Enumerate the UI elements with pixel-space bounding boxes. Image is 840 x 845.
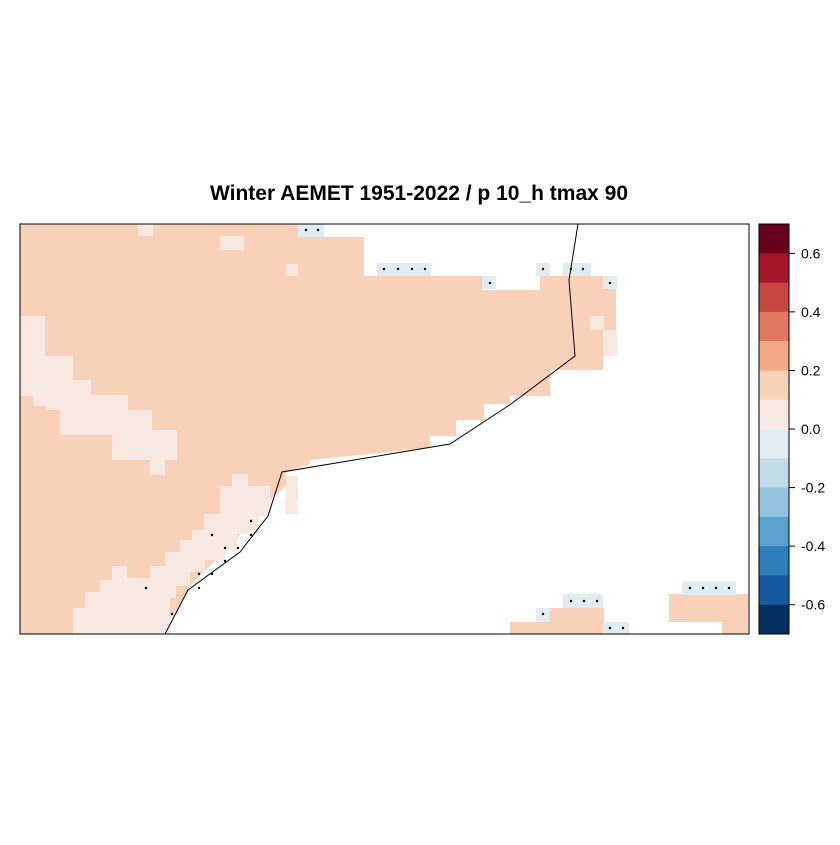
significance-dot <box>144 586 148 590</box>
colorbar-bin <box>759 253 789 284</box>
colorbar-bin <box>759 487 789 518</box>
significance-dot <box>488 281 492 285</box>
colorbar-bin <box>759 546 789 576</box>
island-land-region <box>510 608 604 634</box>
map-title: Winter AEMET 1951-2022 / p 10_h tmax 90 <box>209 182 629 205</box>
significance-dot <box>569 599 573 603</box>
significance-dot <box>582 599 586 603</box>
significance-dot <box>569 267 573 271</box>
significance-dot <box>701 586 705 590</box>
negative-anomaly-cells <box>298 224 736 634</box>
significance-dot <box>249 533 253 537</box>
significance-dot <box>541 267 545 271</box>
light-anomaly-cell <box>220 236 244 250</box>
light-anomaly-cell <box>286 476 298 500</box>
significance-dot <box>210 533 214 537</box>
significance-dot <box>197 586 201 590</box>
light-anomaly-cell <box>590 316 604 330</box>
significance-dot <box>249 519 253 523</box>
significance-dot <box>236 546 240 550</box>
significance-dot <box>304 228 308 232</box>
land-anomaly-cells <box>20 224 748 634</box>
colorbar-bin <box>759 311 789 342</box>
negative-anomaly-cell <box>603 622 629 634</box>
map-panel <box>20 224 749 634</box>
significance-dot <box>423 267 427 271</box>
negative-anomaly-cell <box>563 263 591 276</box>
colorbar-tick-label: 0.0 <box>801 421 821 437</box>
negative-anomaly-cell <box>377 263 431 276</box>
land-region <box>20 224 616 634</box>
colorbar-bin <box>759 370 789 401</box>
light-anomaly-cell <box>73 608 103 634</box>
colorbar-bin <box>759 282 789 313</box>
significance-dot <box>170 612 174 616</box>
colorbar-bin <box>759 604 789 635</box>
significance-dot <box>541 612 545 616</box>
light-anomaly-cell <box>220 486 270 516</box>
colorbar-ticks: 0.6 0.4 0.2 0.0 -0.2 -0.4 -0.6 <box>789 245 825 613</box>
colorbar-tick-label: -0.2 <box>801 480 825 496</box>
colorbar-tick-label: -0.4 <box>801 538 825 554</box>
significance-stipple <box>144 228 731 630</box>
negative-anomaly-cell <box>682 581 736 595</box>
colorbar-bin <box>759 458 789 489</box>
colorbar-bin <box>759 575 789 606</box>
colorbar-tick-label: 0.6 <box>801 245 821 261</box>
significance-dot <box>223 559 227 563</box>
significance-dot <box>727 586 731 590</box>
significance-dot <box>608 626 612 630</box>
light-anomaly-cell <box>603 330 617 356</box>
light-anomaly-cell <box>286 264 298 276</box>
map-frame <box>19 223 750 635</box>
significance-dot <box>223 546 227 550</box>
island-land-region <box>669 594 748 634</box>
significance-dot <box>714 586 718 590</box>
colorbar-bin <box>759 429 789 459</box>
light-anomaly-cell <box>112 566 127 580</box>
significance-dot <box>410 267 414 271</box>
colorbar-tick-label: 0.4 <box>801 304 821 320</box>
coastline <box>164 224 579 634</box>
colorbar <box>759 224 789 635</box>
colorbar-tick-label: 0.2 <box>801 362 821 378</box>
colorbar-bin <box>759 224 789 254</box>
colorbar-bin <box>759 341 789 371</box>
negative-anomaly-cell <box>298 224 324 237</box>
significance-dot <box>688 586 692 590</box>
significance-dot <box>396 267 400 271</box>
significance-dot <box>581 267 585 271</box>
significance-dot <box>595 599 599 603</box>
light-anomaly-cell <box>112 430 177 460</box>
light-anomaly-cell <box>285 500 297 514</box>
significance-dot <box>316 228 320 232</box>
colorbar-bin <box>759 516 789 547</box>
significance-dot <box>210 572 214 576</box>
significance-dot <box>621 626 625 630</box>
significance-dot <box>382 267 386 271</box>
light-anomaly-cell <box>138 224 153 236</box>
significance-dot <box>608 281 612 285</box>
colorbar-tick-label: -0.6 <box>801 597 825 613</box>
light-anomaly-cell <box>204 514 259 534</box>
light-anomaly-cell <box>150 450 165 475</box>
significance-dot <box>197 572 201 576</box>
colorbar-bin <box>759 399 789 430</box>
